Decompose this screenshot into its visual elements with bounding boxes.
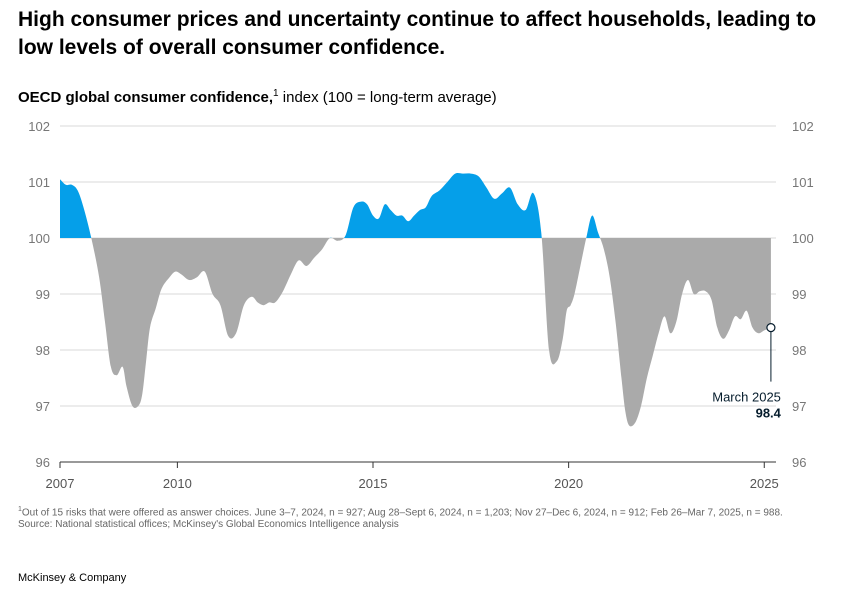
x-tick-label: 2007 (46, 476, 75, 491)
chart-subtitle: OECD global consumer confidence,1 index … (18, 88, 497, 106)
y-tick-label: 100 (792, 231, 814, 246)
y-tick-label: 102 (792, 119, 814, 134)
brand-logo-text: McKinsey & Company (18, 572, 127, 584)
footnote-marker: 1 (18, 506, 22, 513)
x-axis: 2007 2010 2015 2020 2025 (46, 461, 779, 491)
y-tick-label: 101 (28, 175, 50, 190)
subtitle-rest: index (100 = long-term average) (278, 89, 497, 106)
y-tick-label: 97 (792, 399, 806, 414)
footnote-1: 1Out of 15 risks that were offered as an… (18, 504, 818, 519)
y-axis-left: 96 97 98 99 100 101 102 (28, 119, 50, 470)
y-tick-label: 101 (792, 175, 814, 190)
y-tick-label: 96 (36, 455, 50, 470)
chart-title: High consumer prices and uncertainty con… (18, 8, 817, 59)
y-tick-label: 99 (36, 287, 50, 302)
x-tick-label: 2010 (163, 476, 192, 491)
x-tick-label: 2020 (554, 476, 583, 491)
above-average-area (60, 172, 771, 238)
below-average-area (60, 238, 771, 427)
footnotes: 1Out of 15 risks that were offered as an… (18, 504, 818, 531)
subtitle-bold: OECD global consumer confidence, (18, 89, 274, 106)
y-tick-label: 98 (36, 343, 50, 358)
source-note: Source: National statistical offices; Mc… (18, 519, 399, 531)
x-tick-label: 2025 (750, 476, 779, 491)
footnote-text: Out of 15 risks that were offered as ans… (21, 507, 783, 519)
annotation-marker (766, 323, 776, 333)
y-tick-label: 98 (792, 343, 806, 358)
y-tick-label: 102 (28, 119, 50, 134)
x-tick-label: 2015 (359, 476, 388, 491)
y-tick-label: 97 (36, 399, 50, 414)
y-tick-label: 100 (28, 231, 50, 246)
area-series (60, 172, 771, 427)
y-tick-label: 99 (792, 287, 806, 302)
y-axis-right: 96 97 98 99 100 101 102 (792, 119, 814, 470)
y-tick-label: 96 (792, 455, 806, 470)
subtitle-footnote-marker: 1 (273, 88, 279, 99)
annotation-value: 98.4 (756, 406, 782, 421)
consumer-confidence-chart: 96 97 98 99 100 101 102 96 97 98 99 100 101 102 2007… (28, 119, 814, 491)
annotation-label: March 2025 (712, 390, 781, 405)
